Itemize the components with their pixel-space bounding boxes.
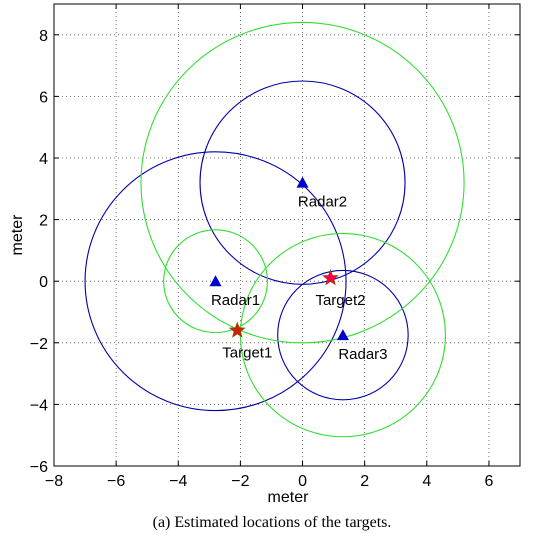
range-circle [163,229,268,334]
x-tick-label: 4 [422,473,431,490]
x-tick-label: −2 [231,473,249,490]
grid [54,4,520,466]
target-marker [228,321,246,338]
plot-frame [53,3,521,467]
y-tick-label: 8 [39,28,48,45]
figure-caption: (a) Estimated locations of the targets. [152,514,392,531]
markers [209,176,349,341]
radar-label: Radar2 [298,194,347,211]
y-tick-label: 2 [39,213,48,230]
y-tick-label: 6 [39,89,48,106]
radar-label: Radar1 [211,292,260,309]
x-axis-label: meter [268,489,310,506]
target-label: Target1 [222,344,272,361]
radar-marker [296,176,309,188]
x-tick-label: 6 [484,473,493,490]
x-tick-label: 0 [298,473,307,490]
range-circles [84,21,465,438]
target-label: Target2 [315,292,365,309]
range-circle [140,21,465,344]
y-axis-label: meter [9,214,26,256]
x-tick-label: 2 [360,473,369,490]
y-tick-label: 4 [39,151,48,168]
x-tick-label: −4 [169,473,187,490]
y-tick-label: 0 [39,274,48,291]
y-tick-label: −4 [30,397,48,414]
target-marker [322,269,339,286]
x-tick-label: −8 [45,473,63,490]
y-tick-label: −6 [30,459,48,476]
radar-marker [336,329,349,341]
x-tick-label: −6 [107,473,125,490]
range-circle [84,151,347,412]
annotations: Radar1 Radar2 Radar3 Target1 Target2 [211,194,388,363]
range-circle [277,269,409,401]
radar-marker [209,275,222,287]
y-tick-label: −2 [30,336,48,353]
radar-label: Radar3 [338,346,387,363]
